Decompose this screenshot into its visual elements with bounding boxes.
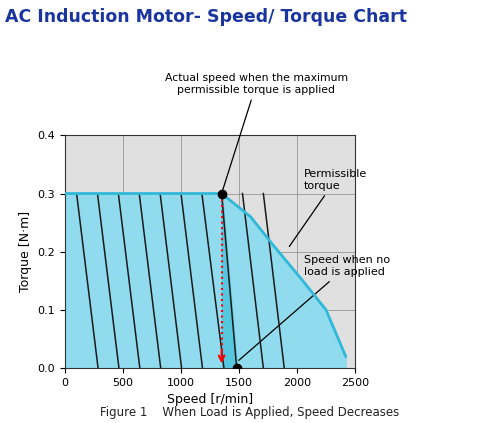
Text: Permissible
torque: Permissible torque — [290, 169, 367, 247]
Text: Speed when no
load is applied: Speed when no load is applied — [239, 255, 390, 360]
Y-axis label: Torque [N·m]: Torque [N·m] — [19, 211, 32, 292]
X-axis label: Speed [r/min]: Speed [r/min] — [167, 393, 253, 406]
Text: Actual speed when the maximum
permissible torque is applied: Actual speed when the maximum permissibl… — [165, 73, 348, 191]
Text: Figure 1    When Load is Applied, Speed Decreases: Figure 1 When Load is Applied, Speed Dec… — [100, 406, 400, 419]
Text: AC Induction Motor- Speed/ Torque Chart: AC Induction Motor- Speed/ Torque Chart — [5, 8, 407, 27]
Polygon shape — [222, 194, 236, 368]
